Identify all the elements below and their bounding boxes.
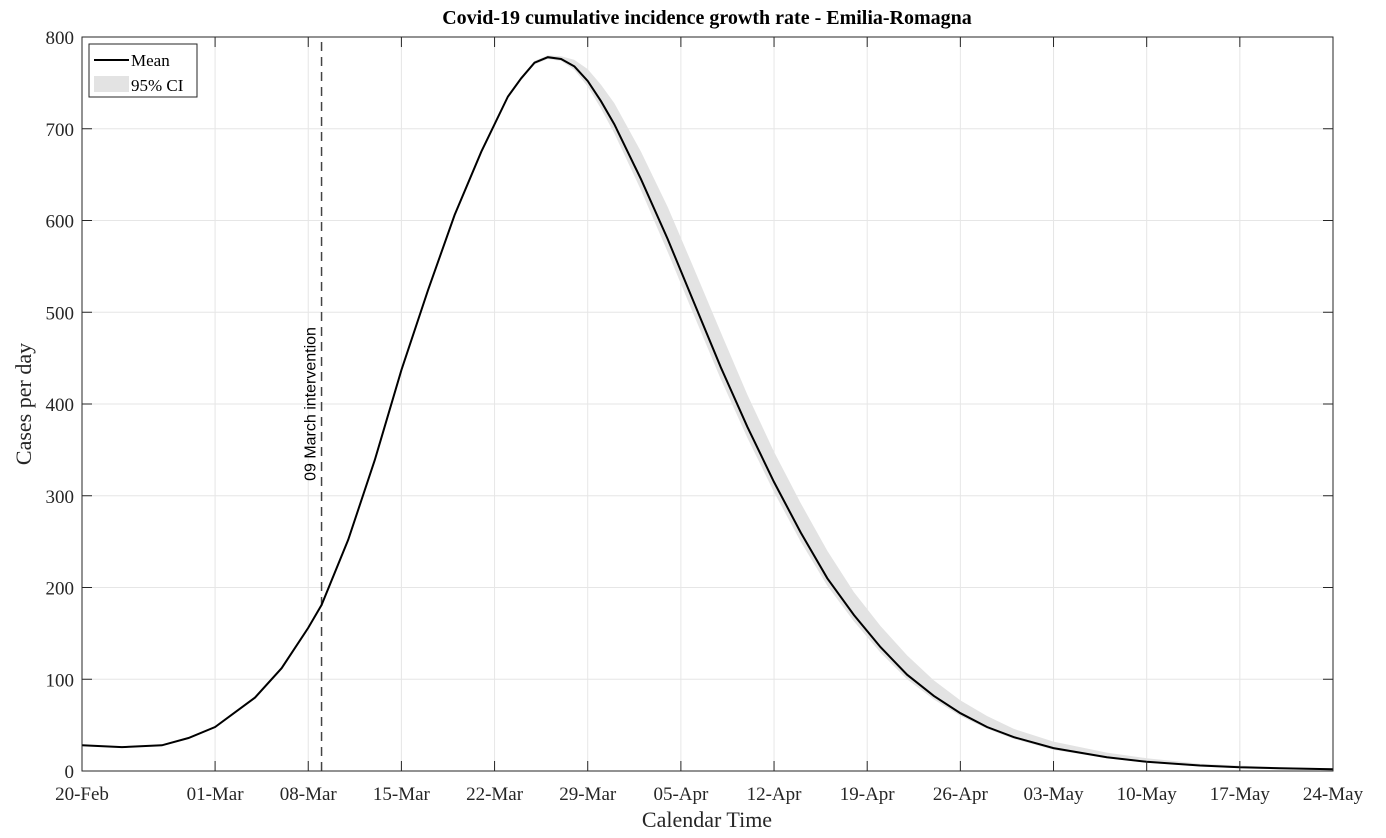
y-axis-label: Cases per day [11, 343, 36, 465]
intervention-annotation: 09 March intervention [303, 42, 323, 771]
x-tick-label: 26-Apr [933, 784, 989, 805]
grid [81, 36, 1334, 772]
x-tick-label: 24-May [1303, 784, 1364, 805]
x-tick-label: 03-May [1023, 784, 1084, 805]
x-axis-label: Calendar Time [642, 807, 772, 832]
y-tick-label: 500 [46, 303, 75, 324]
x-tick-label: 12-Apr [747, 784, 803, 805]
mean-line [81, 56, 1334, 771]
x-tick-label: 22-Mar [466, 784, 524, 805]
chart-title: Covid-19 cumulative incidence growth rat… [442, 7, 972, 29]
y-tick-label: 200 [46, 579, 75, 600]
y-tick-label: 300 [46, 487, 75, 508]
y-tick-label: 400 [46, 395, 75, 416]
y-tick-label: 0 [65, 762, 75, 783]
x-tick-label: 17-May [1210, 784, 1271, 805]
x-tick-label: 19-Apr [840, 784, 896, 805]
x-tick-label: 10-May [1117, 784, 1178, 805]
y-tick-label: 700 [46, 120, 75, 141]
x-tick-label: 29-Mar [559, 784, 617, 805]
intervention-label: 09 March intervention [303, 327, 320, 481]
x-tick-label: 15-Mar [373, 784, 431, 805]
ticks: 0 100 200 300 400 500 600 700 800 20-Feb 01-Mar 08-… [46, 28, 1364, 805]
legend-ci-label: 95% CI [131, 76, 184, 95]
y-tick-label: 800 [46, 28, 75, 49]
legend-mean-label: Mean [131, 51, 170, 70]
x-tick-label: 05-Apr [653, 784, 709, 805]
x-tick-label: 08-Mar [280, 784, 338, 805]
ci-band [82, 55, 1333, 771]
legend-ci-swatch [94, 76, 129, 92]
y-tick-label: 600 [46, 212, 75, 233]
x-tick-label: 20-Feb [55, 784, 109, 805]
y-tick-label: 100 [46, 670, 75, 691]
x-tick-label: 01-Mar [187, 784, 245, 805]
legend: Mean 95% CI [88, 43, 198, 98]
